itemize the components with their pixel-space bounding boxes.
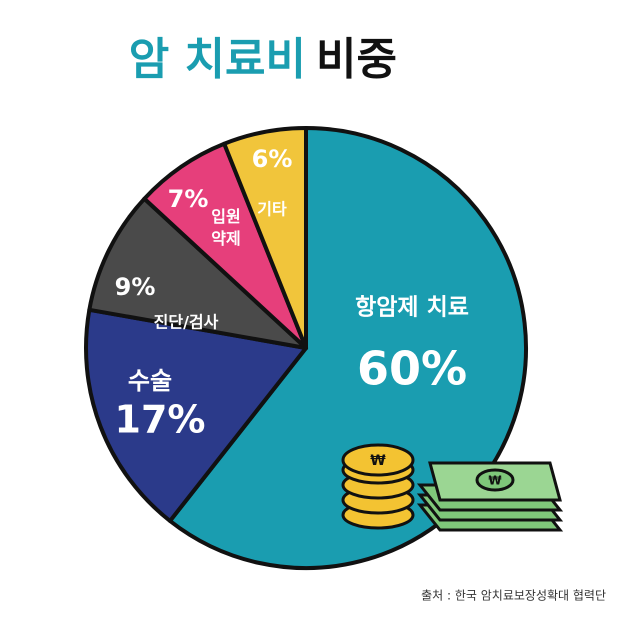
value-label: 17% bbox=[115, 398, 206, 442]
category-label: 항암제 치료 bbox=[355, 295, 469, 321]
pie-slice bbox=[87, 196, 308, 350]
category-label: 진단/검사 bbox=[154, 313, 219, 332]
pie bbox=[84, 126, 528, 570]
value-label: 7% bbox=[168, 185, 209, 213]
pie-slice bbox=[168, 126, 528, 570]
chart-title-emphasis: 비중 bbox=[316, 34, 397, 85]
category-label: 수술 bbox=[128, 367, 172, 395]
money-illustration: ₩ ₩ bbox=[341, 443, 564, 532]
svg-text:₩: ₩ bbox=[370, 453, 386, 469]
value-label: 60% bbox=[357, 342, 467, 396]
pie-slice bbox=[84, 307, 308, 523]
svg-text:₩: ₩ bbox=[488, 474, 502, 488]
value-label: 6% bbox=[252, 145, 293, 173]
value-label: 9% bbox=[115, 273, 156, 301]
category-label: 입원 약제 bbox=[211, 207, 240, 248]
source: 출처 : 한국 암치료보장성확대 협력단 bbox=[421, 589, 606, 603]
chart-title: 암 치료비 bbox=[129, 34, 306, 85]
category-label: 기타 bbox=[257, 200, 287, 219]
pie-slice bbox=[222, 126, 308, 350]
